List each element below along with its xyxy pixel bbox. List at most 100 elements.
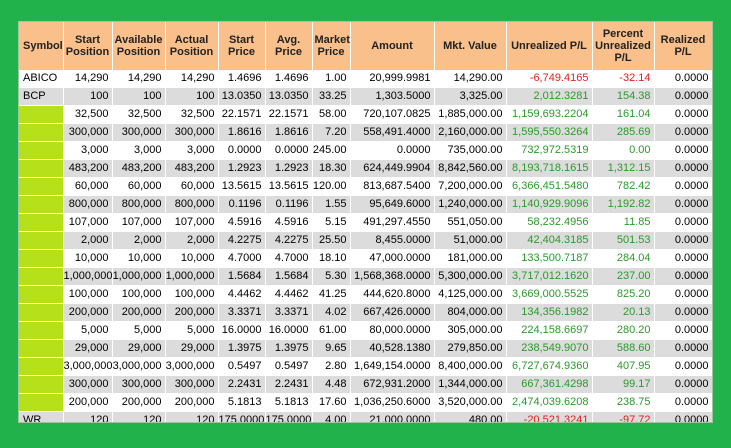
table-row[interactable]: ABICO 14,290 14,290 14,290 1.4696 1.4696 1.00 2… bbox=[19, 70, 712, 88]
table-body: ABICO 14,290 14,290 14,290 1.4696 1.4696 1.00 2… bbox=[19, 70, 712, 422]
cell-amount: 624,449.9904 bbox=[350, 159, 435, 178]
cell-mkt-value: 51,000.00 bbox=[434, 231, 507, 250]
table-row[interactable]: 200,000 200,000 200,000 3.3371 3.3371 4.02 667… bbox=[19, 303, 712, 322]
table-row[interactable]: 2,000 2,000 2,000 4.2275 4.2275 25.50 8,455.00… bbox=[19, 231, 712, 250]
cell-symbol bbox=[19, 231, 64, 250]
header-actual-position[interactable]: Actual Position bbox=[165, 22, 219, 70]
cell-amount: 720,107.0825 bbox=[350, 105, 435, 124]
cell-symbol bbox=[19, 177, 64, 196]
cell-start-price: 16.0000 bbox=[218, 321, 266, 340]
table-row[interactable]: 10,000 10,000 10,000 4.7000 4.7000 18.10 47,00… bbox=[19, 249, 712, 268]
table-row[interactable]: 483,200 483,200 483,200 1.2923 1.2923 18.30 62… bbox=[19, 159, 712, 178]
cell-mkt-value: 8,842,560.00 bbox=[434, 159, 507, 178]
cell-mkt-value: 1,885,000.00 bbox=[434, 105, 507, 124]
cell-start-position: 100 bbox=[63, 87, 113, 106]
cell-percent-unrealized-pl: 0.00 bbox=[592, 141, 655, 160]
cell-market-price: 2.80 bbox=[312, 357, 351, 376]
cell-symbol: WR bbox=[19, 411, 64, 422]
table-row[interactable]: 3,000 3,000 3,000 0.0000 0.0000 245.00 0.0000 7… bbox=[19, 141, 712, 160]
cell-start-price: 13.0350 bbox=[218, 87, 266, 106]
cell-amount: 672,931.2000 bbox=[350, 375, 435, 394]
cell-realized-pl: 0.0000 bbox=[654, 213, 712, 232]
header-amount[interactable]: Amount bbox=[350, 22, 435, 70]
cell-market-price: 7.20 bbox=[312, 123, 351, 142]
cell-available-position: 29,000 bbox=[112, 339, 166, 358]
table-row[interactable]: 800,000 800,000 800,000 0.1196 0.1196 1.55 95,… bbox=[19, 195, 712, 214]
cell-realized-pl: 0.0000 bbox=[654, 159, 712, 178]
cell-market-price: 18.10 bbox=[312, 249, 351, 268]
cell-available-position: 200,000 bbox=[112, 393, 166, 412]
header-symbol[interactable]: Symbol bbox=[19, 22, 64, 70]
cell-start-position: 3,000 bbox=[63, 141, 113, 160]
cell-symbol bbox=[19, 105, 64, 124]
cell-avg-price: 1.3975 bbox=[265, 339, 313, 358]
cell-start-price: 3.3371 bbox=[218, 303, 266, 322]
cell-mkt-value: 2,160,000.00 bbox=[434, 123, 507, 142]
cell-mkt-value: 1,240,000.00 bbox=[434, 195, 507, 214]
table-row[interactable]: 3,000,000 3,000,000 3,000,000 0.5497 0.5497 2… bbox=[19, 357, 712, 376]
cell-actual-position: 800,000 bbox=[165, 195, 219, 214]
table-row[interactable]: 107,000 107,000 107,000 4.5916 4.5916 5.15 491… bbox=[19, 213, 712, 232]
table-row[interactable]: 100,000 100,000 100,000 4.4462 4.4462 41.25 44… bbox=[19, 285, 712, 304]
cell-unrealized-pl: 1,159,693.2204 bbox=[506, 105, 593, 124]
cell-start-position: 483,200 bbox=[63, 159, 113, 178]
header-available-position[interactable]: Available Position bbox=[112, 22, 166, 70]
cell-realized-pl: 0.0000 bbox=[654, 375, 712, 394]
cell-start-price: 13.5615 bbox=[218, 177, 266, 196]
cell-market-price: 1.55 bbox=[312, 195, 351, 214]
cell-start-position: 10,000 bbox=[63, 249, 113, 268]
cell-market-price: 4.02 bbox=[312, 303, 351, 322]
header-unrealized-pl[interactable]: Unrealized P/L bbox=[506, 22, 593, 70]
cell-available-position: 2,000 bbox=[112, 231, 166, 250]
cell-symbol bbox=[19, 357, 64, 376]
cell-mkt-value: 7,200,000.00 bbox=[434, 177, 507, 196]
cell-actual-position: 60,000 bbox=[165, 177, 219, 196]
header-mkt-value[interactable]: Mkt. Value bbox=[434, 22, 507, 70]
header-realized-pl[interactable]: Realized P/L bbox=[654, 22, 712, 70]
cell-realized-pl: 0.0000 bbox=[654, 87, 712, 106]
cell-avg-price: 1.2923 bbox=[265, 159, 313, 178]
cell-available-position: 60,000 bbox=[112, 177, 166, 196]
cell-start-position: 200,000 bbox=[63, 393, 113, 412]
table-row[interactable]: WR 120 120 120 175.0000 175.0000 4.00 21,000.00… bbox=[19, 411, 712, 422]
table-row[interactable]: 60,000 60,000 60,000 13.5615 13.5615 120.00 81… bbox=[19, 177, 712, 196]
header-market-price[interactable]: Market Price bbox=[312, 22, 351, 70]
cell-market-price: 18.30 bbox=[312, 159, 351, 178]
table-row[interactable]: 1,000,000 1,000,000 1,000,000 1.5684 1.5684 5… bbox=[19, 267, 712, 286]
cell-percent-unrealized-pl: -97.72 bbox=[592, 411, 655, 422]
cell-unrealized-pl: 6,366,451.5480 bbox=[506, 177, 593, 196]
header-avg-price[interactable]: Avg. Price bbox=[265, 22, 313, 70]
cell-start-price: 1.5684 bbox=[218, 267, 266, 286]
cell-percent-unrealized-pl: 280.20 bbox=[592, 321, 655, 340]
cell-realized-pl: 0.0000 bbox=[654, 177, 712, 196]
cell-avg-price: 0.1196 bbox=[265, 195, 313, 214]
cell-mkt-value: 181,000.00 bbox=[434, 249, 507, 268]
cell-mkt-value: 305,000.00 bbox=[434, 321, 507, 340]
header-percent-unrealized-pl[interactable]: Percent Unrealized P/L bbox=[592, 22, 655, 70]
cell-percent-unrealized-pl: 284.04 bbox=[592, 249, 655, 268]
cell-mkt-value: 5,300,000.00 bbox=[434, 267, 507, 286]
cell-amount: 558,491.4000 bbox=[350, 123, 435, 142]
cell-realized-pl: 0.0000 bbox=[654, 141, 712, 160]
cell-symbol bbox=[19, 159, 64, 178]
cell-amount: 1,568,368.0000 bbox=[350, 267, 435, 286]
cell-mkt-value: 8,400,000.00 bbox=[434, 357, 507, 376]
header-start-price[interactable]: Start Price bbox=[218, 22, 266, 70]
table-row[interactable]: 29,000 29,000 29,000 1.3975 1.3975 9.65 40,528… bbox=[19, 339, 712, 358]
table-row[interactable]: 200,000 200,000 200,000 5.1813 5.1813 17.60 1,… bbox=[19, 393, 712, 412]
cell-market-price: 17.60 bbox=[312, 393, 351, 412]
table-row[interactable]: 300,000 300,000 300,000 2.2431 2.2431 4.48 672… bbox=[19, 375, 712, 394]
cell-available-position: 300,000 bbox=[112, 123, 166, 142]
table-row[interactable]: 5,000 5,000 5,000 16.0000 16.0000 61.00 80,000… bbox=[19, 321, 712, 340]
header-start-position[interactable]: Start Position bbox=[63, 22, 113, 70]
cell-start-position: 3,000,000 bbox=[63, 357, 113, 376]
cell-mkt-value: 3,520,000.00 bbox=[434, 393, 507, 412]
table-row[interactable]: BCP 100 100 100 13.0350 13.0350 33.25 1,303.500… bbox=[19, 87, 712, 106]
cell-unrealized-pl: 732,972.5319 bbox=[506, 141, 593, 160]
cell-symbol bbox=[19, 141, 64, 160]
table-row[interactable]: 32,500 32,500 32,500 22.1571 22.1571 58.00 720… bbox=[19, 105, 712, 124]
cell-symbol bbox=[19, 213, 64, 232]
cell-market-price: 4.00 bbox=[312, 411, 351, 422]
table-row[interactable]: 300,000 300,000 300,000 1.8616 1.8616 7.20 558… bbox=[19, 123, 712, 142]
cell-available-position: 200,000 bbox=[112, 303, 166, 322]
